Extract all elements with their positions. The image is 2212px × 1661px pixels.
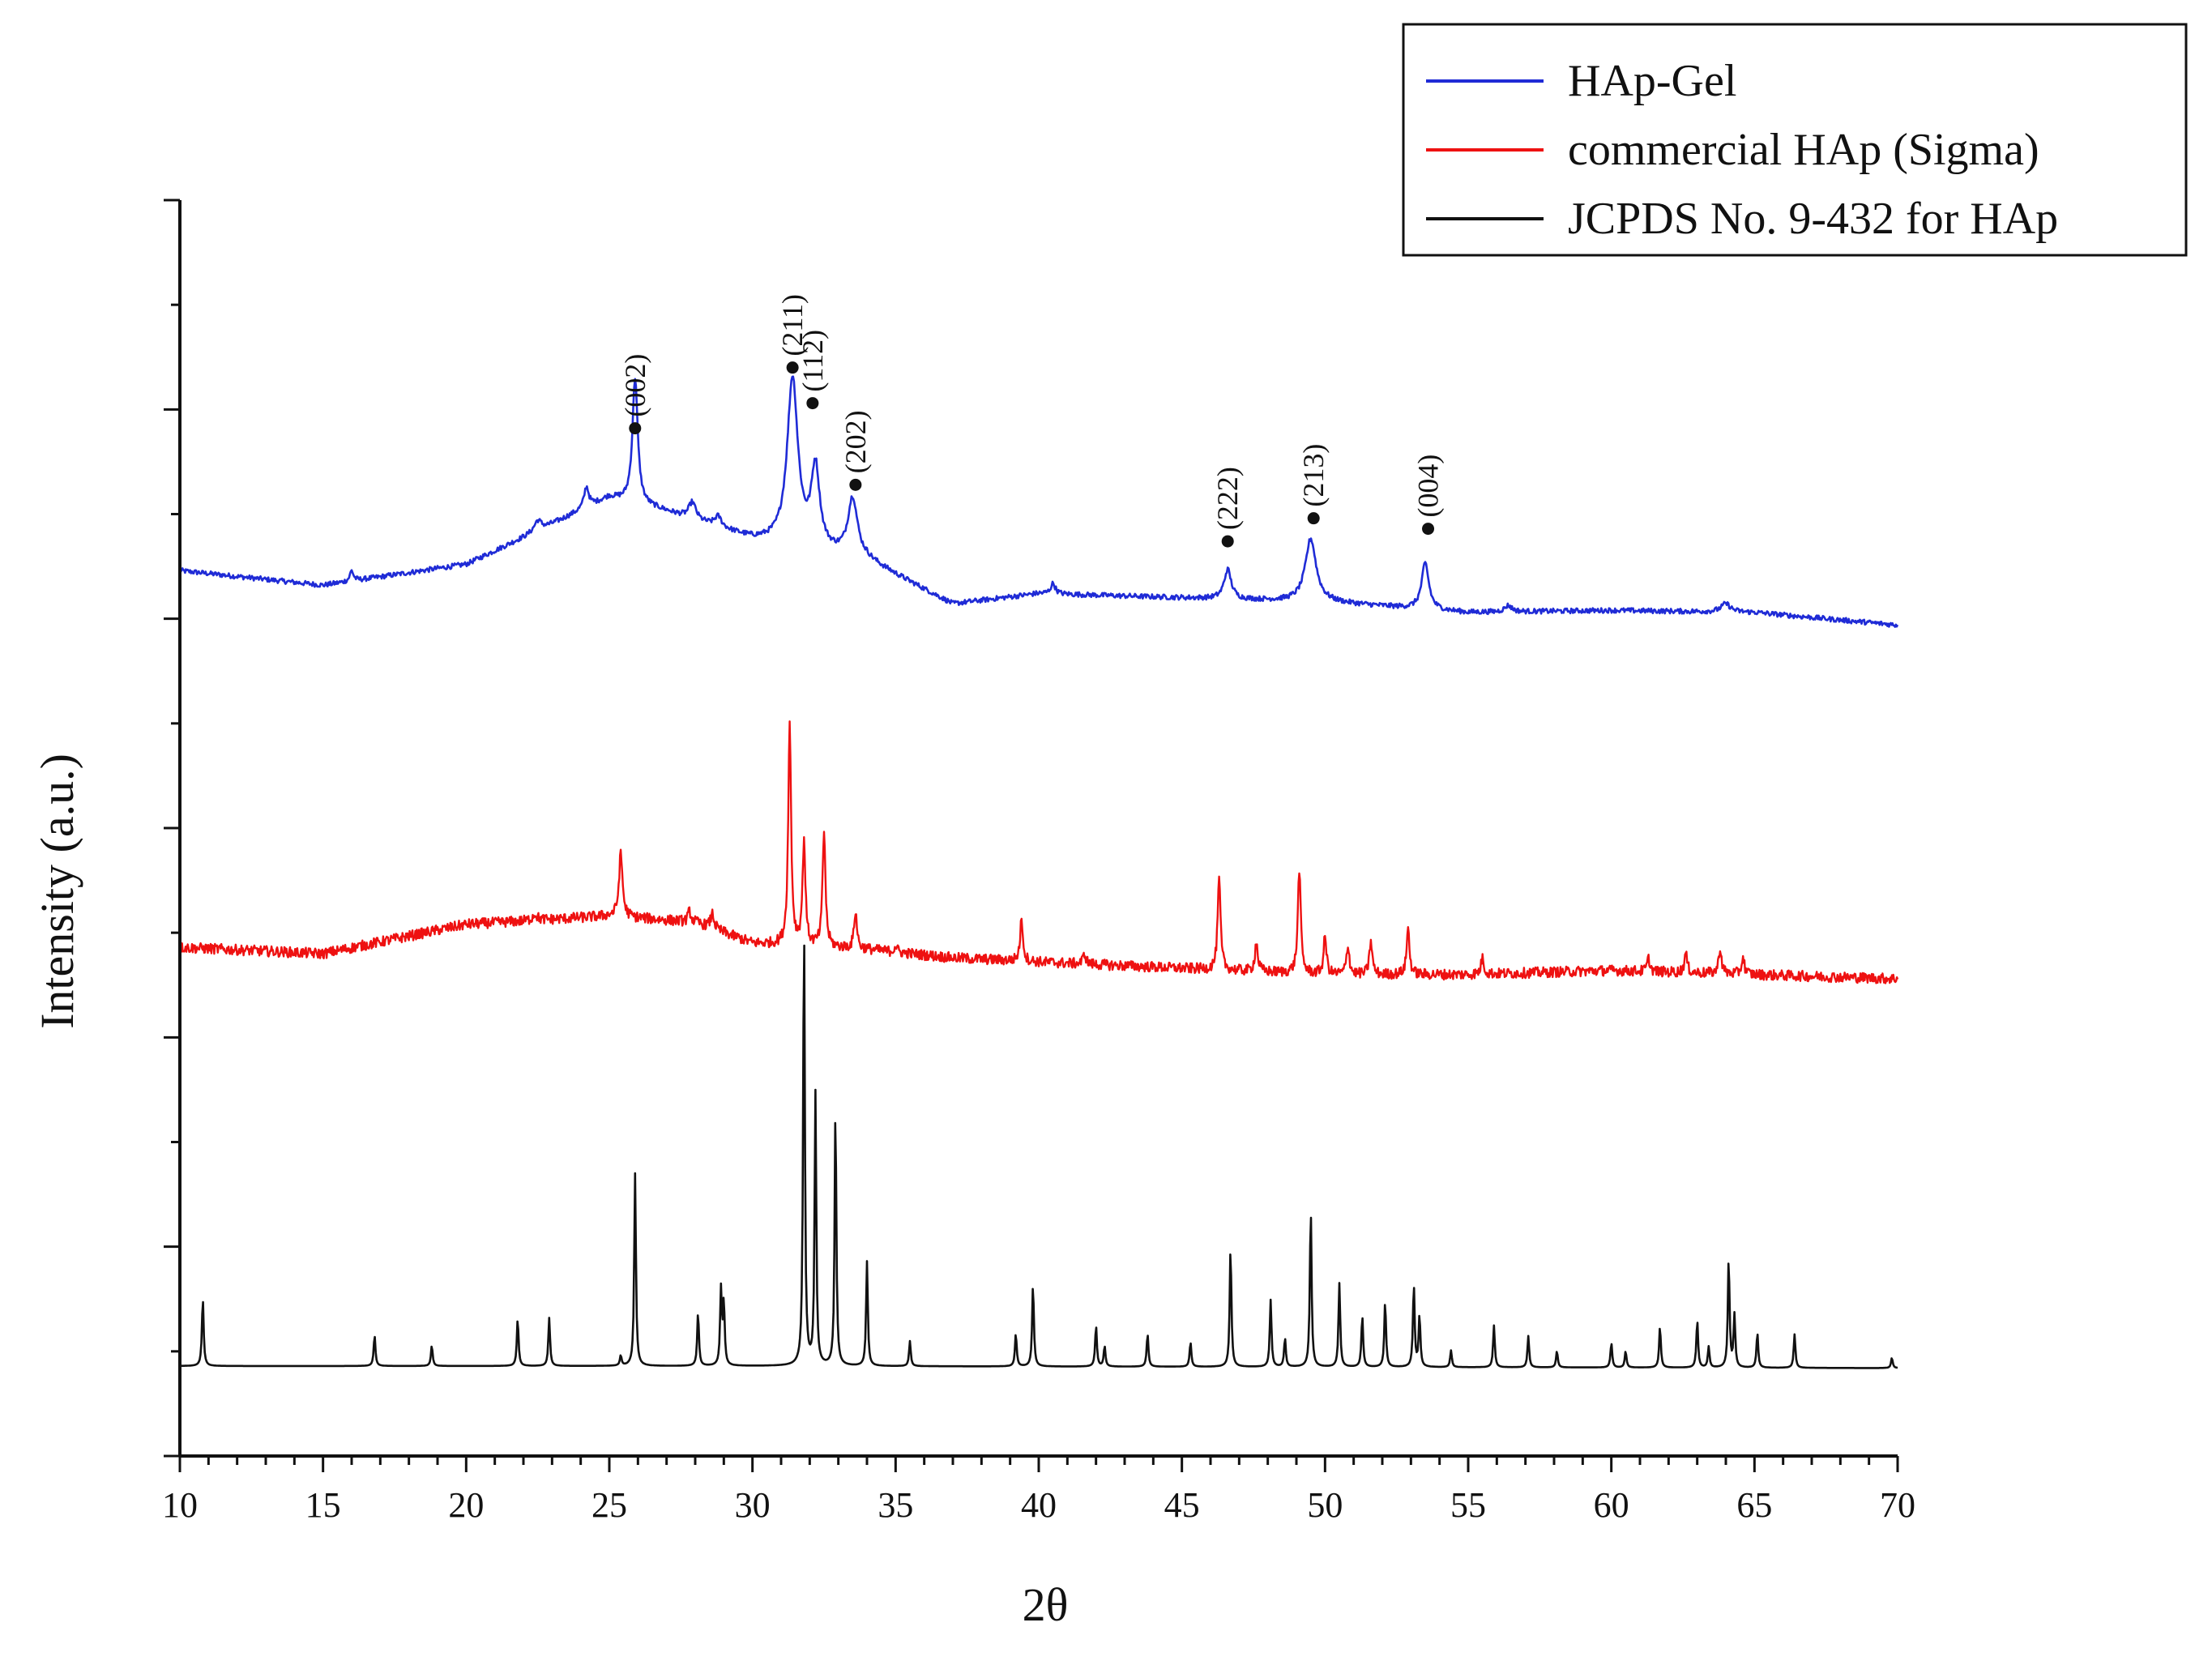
x-tick-label: 65 — [1736, 1485, 1772, 1525]
peak-marker — [786, 361, 799, 374]
peak-label: (002) — [619, 354, 651, 417]
y-axis-title: Intensity (a.u.) — [31, 754, 83, 1029]
axes: 10 15 20 25 30 35 40 45 50 55 60 65 70 — [162, 199, 1915, 1525]
legend-label-commercial-hap: commercial HAp (Sigma) — [1568, 125, 2039, 175]
x-tick-label: 10 — [162, 1485, 198, 1525]
series-hap-gel-line — [178, 375, 1899, 628]
legend: HAp-Gel commercial HAp (Sigma) JCPDS No.… — [1402, 23, 2188, 257]
peak-marker — [849, 478, 862, 491]
peak-label: (222) — [1211, 467, 1244, 530]
series-jcpds-line — [179, 944, 1898, 1369]
x-tick-label: 70 — [1880, 1485, 1915, 1525]
peak-marker — [1422, 523, 1435, 536]
x-tick-label: 60 — [1594, 1485, 1629, 1525]
peak-label: (202) — [839, 410, 872, 473]
peak-marker — [1221, 535, 1234, 548]
peak-label: (004) — [1412, 455, 1445, 518]
legend-box — [1402, 23, 2188, 257]
x-tick-label: 30 — [735, 1485, 771, 1525]
peak-label: (211) — [776, 294, 809, 357]
peak-label: (112) — [796, 330, 829, 392]
x-tick-label: 55 — [1450, 1485, 1486, 1525]
series-commercial-hap-line — [179, 720, 1899, 984]
x-tick-label: 45 — [1164, 1485, 1200, 1525]
x-tick-label: 35 — [878, 1485, 913, 1525]
x-tick-label: 20 — [448, 1485, 484, 1525]
plot-area — [178, 375, 1899, 1369]
peak-marker — [629, 422, 642, 435]
peak-label: (213) — [1297, 444, 1330, 507]
x-axis-title: 2θ — [1023, 1578, 1069, 1631]
x-tick-label: 40 — [1021, 1485, 1057, 1525]
x-tick-label: 50 — [1307, 1485, 1343, 1525]
peak-annotations: (002) (211)(112) (202) (222) (213) (004) — [619, 294, 1445, 548]
legend-label-hap-gel: HAp-Gel — [1568, 56, 1736, 106]
peak-marker — [1307, 512, 1320, 525]
legend-label-jcpds: JCPDS No. 9-432 for HAp — [1568, 194, 2058, 244]
x-tick-label: 15 — [305, 1485, 341, 1525]
peak-marker — [806, 397, 819, 410]
x-tick-label: 25 — [591, 1485, 627, 1525]
